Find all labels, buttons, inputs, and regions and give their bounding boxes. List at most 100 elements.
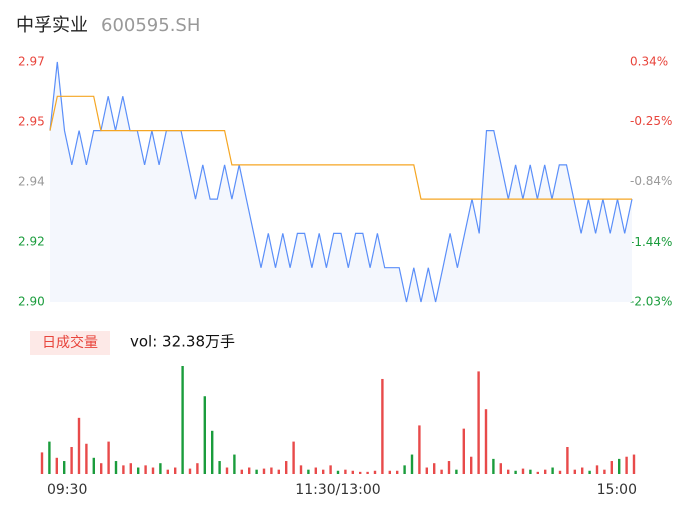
volume-bar (536, 471, 539, 474)
volume-legend: 日成交量 (42, 334, 98, 351)
volume-bar (314, 467, 317, 474)
volume-bar (499, 463, 502, 474)
volume-bar (373, 470, 377, 474)
volume-bar (181, 366, 184, 474)
volume-bar (359, 471, 362, 474)
volume-bar (70, 447, 73, 474)
price-area (50, 62, 632, 302)
volume-bar (433, 463, 436, 474)
volume-bar (48, 441, 51, 474)
volume-bar (63, 461, 66, 474)
volume-bar (418, 425, 421, 474)
volume-bar (396, 470, 399, 474)
volume-bar (240, 469, 243, 474)
volume-bar (203, 396, 206, 474)
volume-bar (477, 371, 480, 474)
volume-bar (292, 441, 295, 474)
volume-bar (188, 468, 192, 474)
x-tick-label: 09:30 (47, 482, 87, 498)
y2-tick-label: -0.84% (630, 174, 672, 188)
x-tick-label: 15:00 (597, 482, 637, 498)
volume-bar (440, 469, 443, 474)
volume-bar (514, 470, 517, 474)
volume-bar (277, 469, 280, 474)
volume-bar (403, 465, 406, 474)
volume-bar (603, 469, 606, 474)
y-tick-label: 2.95 (18, 115, 45, 129)
volume-bar (151, 467, 155, 474)
volume-bar (410, 454, 414, 474)
volume-bar (211, 430, 214, 474)
price-line (49, 61, 633, 303)
volume-bar (233, 454, 236, 474)
volume-bar (632, 454, 636, 474)
volume-bar (114, 461, 118, 474)
y2-tick-label: -0.25% (630, 114, 672, 128)
volume-bar (573, 469, 576, 474)
volume-bar (388, 470, 391, 474)
volume-bar (521, 468, 525, 474)
y2-tick-label: -2.03% (630, 295, 672, 309)
volume-bar (618, 458, 621, 474)
volume-bar (329, 465, 332, 474)
volume-bar (344, 469, 347, 474)
volume-bar (137, 467, 140, 474)
y-tick-label: 2.90 (18, 295, 45, 309)
volume-bar (100, 463, 103, 474)
volume-bar (307, 469, 310, 474)
volume-bar (166, 469, 169, 474)
volume-bar (366, 471, 369, 474)
volume-bar (566, 447, 569, 474)
volume-bar (225, 467, 229, 474)
volume-bar (85, 443, 88, 474)
y2-tick-label: -1.44% (630, 235, 672, 249)
stock-name: 中孚实业 (16, 15, 88, 36)
volume-bar (581, 467, 584, 474)
y-tick-label: 2.94 (18, 175, 45, 189)
volume-bar (462, 428, 465, 474)
volume-bar (529, 469, 532, 474)
volume-bar (595, 465, 599, 474)
volume-bar (455, 469, 458, 474)
y-tick-label: 2.97 (18, 55, 45, 69)
volume-bar (322, 469, 325, 474)
volume-bar (299, 465, 303, 474)
volume-bar (107, 441, 110, 474)
volume-bar (218, 461, 221, 474)
volume-bar (588, 470, 591, 474)
volume-bar (196, 463, 199, 474)
y-tick-label: 2.92 (18, 235, 45, 249)
volume-annotation: vol: 32.38万手 (130, 333, 235, 351)
volume-bar (77, 417, 81, 474)
volume-bar (248, 467, 251, 474)
volume-bar (484, 409, 488, 474)
volume-bar (270, 467, 273, 474)
volume-bar (610, 461, 613, 474)
volume-bar (174, 467, 177, 474)
y2-tick-label: 0.34% (630, 55, 668, 69)
volume-legend-box (30, 331, 110, 355)
stock-code: 600595.SH (101, 15, 200, 36)
volume-bar (144, 465, 147, 474)
volume-bar (544, 469, 547, 474)
volume-bar (122, 465, 125, 474)
volume-bar (558, 470, 562, 474)
volume-bar (351, 470, 354, 474)
volume-bar (40, 452, 44, 474)
average-line (49, 95, 632, 200)
volume-bar (336, 470, 340, 474)
volume-bar (507, 469, 510, 474)
volume-bar (551, 467, 554, 474)
volume-bar (625, 456, 628, 474)
volume-bar (255, 469, 258, 474)
volume-bar (159, 463, 162, 474)
volume-bar (492, 458, 495, 474)
volume-bar (470, 456, 473, 474)
volume-bar (92, 457, 95, 474)
volume-bar (447, 461, 451, 474)
volume-bar (262, 468, 266, 474)
volume-bar (425, 467, 428, 474)
volume-bar (285, 461, 288, 474)
volume-bar (129, 463, 132, 474)
